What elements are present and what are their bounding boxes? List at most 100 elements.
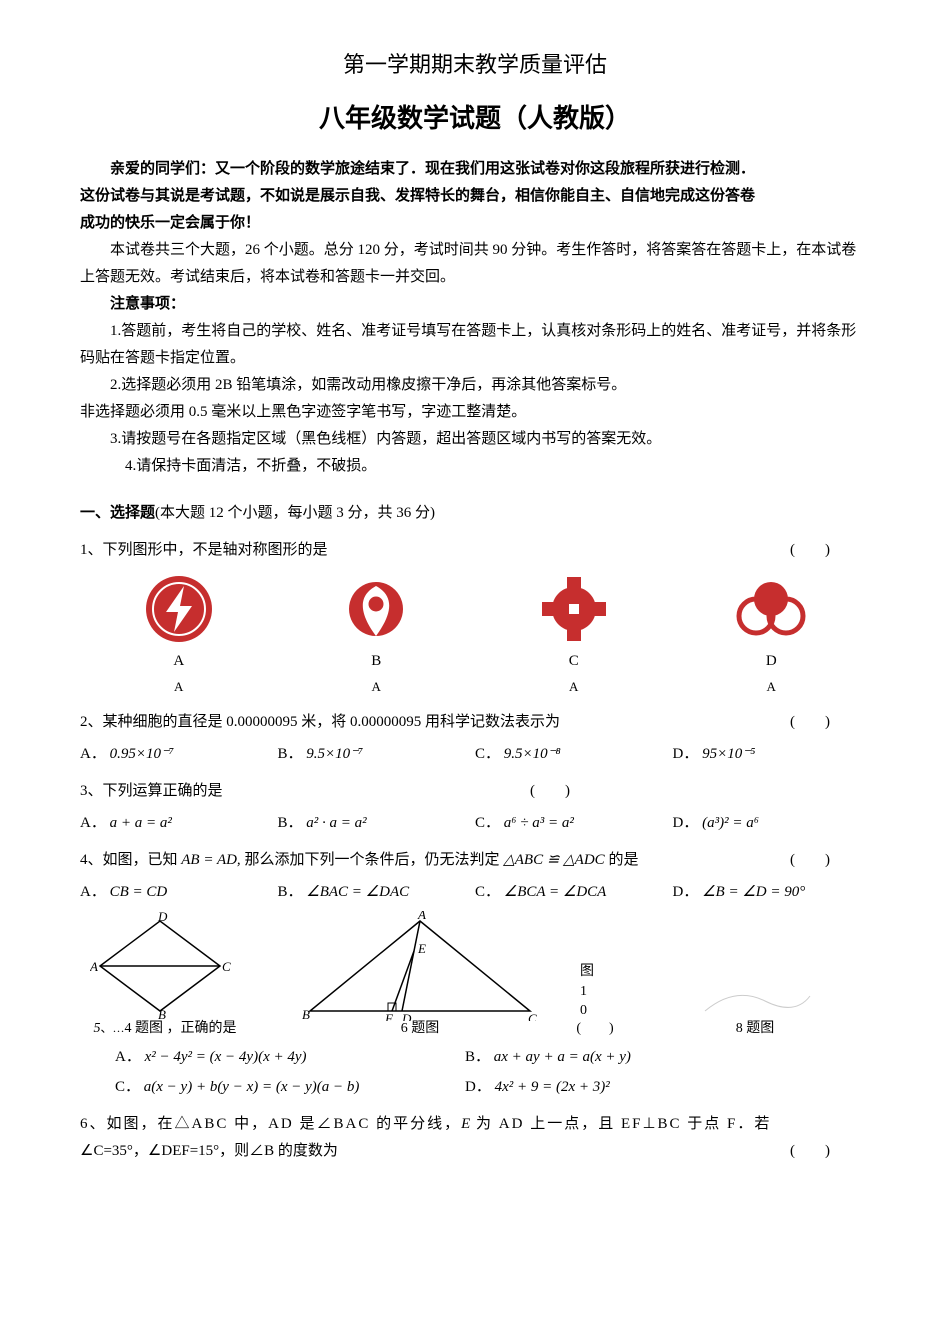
q4-opt-c: C． ∠BCA = ∠DCA — [475, 879, 673, 906]
q3-paren: ( ) — [530, 778, 570, 805]
q3-la: A． — [80, 815, 106, 831]
q1-paren: ( ) — [790, 537, 830, 564]
q2-d: 95×10⁻⁵ — [702, 746, 755, 762]
q1-sub-c: A — [475, 675, 673, 698]
figures-row: D A C B A E B F D C 图10 — [80, 911, 870, 1021]
notice-head: 注意事项： — [80, 291, 870, 318]
svg-text:A: A — [417, 911, 426, 922]
q2-ld: D． — [673, 746, 699, 762]
svg-text:E: E — [417, 941, 426, 956]
q4-d: ∠B = ∠D = 90° — [702, 884, 805, 900]
q5-d: 4x² + 9 = (2x + 3)² — [495, 1079, 610, 1095]
q2-b: 9.5×10⁻⁷ — [306, 746, 363, 762]
question-6-line1: 6、如图，在△ABC 中，AD 是∠BAC 的平分线，E 为 AD 上一点，且 … — [80, 1111, 870, 1138]
q4-ld: D． — [673, 884, 699, 900]
q2-opt-b: B． 9.5×10⁻⁷ — [278, 741, 476, 768]
q2-la: A． — [80, 746, 106, 762]
svg-text:C: C — [222, 959, 231, 974]
q1-sub-d: A — [673, 675, 871, 698]
q3-options: A． a + a = a² B． a² · a = a² C． a⁶ ÷ a³ … — [80, 810, 870, 837]
section-a-head: 一、选择题(本大题 12 个小题，每小题 3 分，共 36 分) — [80, 500, 870, 527]
q1-figure-row: A A B A C A D A — [80, 574, 870, 698]
q5-lb: B． — [465, 1049, 490, 1065]
q5-opt-a: A． x² − 4y² = (x − 4y)(x + 4y) — [115, 1044, 465, 1071]
three-circles-icon — [736, 574, 806, 644]
q5-la: A． — [115, 1049, 141, 1065]
q1-sub-a: A — [80, 675, 278, 698]
section-a-desc: (本大题 12 个小题，每小题 3 分，共 36 分) — [155, 505, 435, 521]
q4-opt-d: D． ∠B = ∠D = 90° — [673, 879, 871, 906]
figure-side-text: 图10 — [580, 962, 640, 1021]
q2-paren: ( ) — [790, 709, 830, 736]
notice-1: 1.答题前，考生将自己的学校、姓名、准考证号填写在答题卡上，认真核对条形码上的姓… — [80, 318, 870, 372]
exam-info: 本试卷共三个大题，26 个小题。总分 120 分，考试时间共 90 分钟。考生作… — [80, 237, 870, 291]
q4-a: CB = CD — [110, 884, 168, 900]
q4-eq: AB = AD, — [181, 852, 240, 868]
q2-c: 9.5×10⁻⁸ — [504, 746, 561, 762]
q6-e: E — [461, 1116, 470, 1132]
q4-opt-a: A． CB = CD — [80, 879, 278, 906]
caption-8: 8 题图 — [640, 1016, 870, 1041]
q3-text: 3、下列运算正确的是 — [80, 783, 223, 799]
q1-text: 1、下列图形中，不是轴对称图形的是 — [80, 542, 328, 558]
q1-logo-b: B A — [278, 574, 476, 698]
q3-c: a⁶ ÷ a³ = a² — [504, 815, 574, 831]
q3-ld: D． — [673, 815, 699, 831]
q5-lc: C． — [115, 1079, 140, 1095]
question-6-line2: ∠C=35°，∠DEF=15°，则∠B 的度数为 ( ) — [80, 1138, 870, 1165]
q6-paren: ( ) — [790, 1138, 830, 1165]
q5-a: x² − 4y² = (x − 4y)(x + 4y) — [145, 1049, 307, 1065]
q2-opt-c: C． 9.5×10⁻⁸ — [475, 741, 673, 768]
figure-6: A E B F D C — [290, 911, 550, 1021]
q1-logo-a: A A — [80, 574, 278, 698]
q4-options: A． CB = CD B． ∠BAC = ∠DAC C． ∠BCA = ∠DCA… — [80, 879, 870, 906]
figure-4: D A C B — [80, 911, 250, 1021]
q3-opt-d: D． (a³)² = a⁶ — [673, 810, 871, 837]
q2-text: 2、某种细胞的直径是 0.00000095 米，将 0.00000095 用科学… — [80, 714, 560, 730]
q5-ld: D． — [465, 1079, 491, 1095]
question-1: 1、下列图形中，不是轴对称图形的是 ( ) — [80, 537, 870, 564]
caption-row: 5、…4 题图 ，正确的是 6 题图 ( ) 8 题图 — [80, 1016, 870, 1041]
caption-4: 5、…4 题图 ，正确的是 — [80, 1016, 250, 1041]
q2-lc: C． — [475, 746, 500, 762]
q2-a: 0.95×10⁻⁷ — [110, 746, 175, 762]
intro-line-2: 这份试卷与其说是考试题，不如说是展示自我、发挥特长的舞台，相信你能自主、自信地完… — [80, 183, 870, 210]
figure-8-placeholder — [640, 981, 870, 1021]
notice-4: 4.请保持卡面清洁，不折叠，不破损。 — [80, 453, 870, 480]
q3-a: a + a = a² — [110, 815, 172, 831]
figcap-4-text: 4 题图 — [125, 1021, 164, 1036]
svg-text:D: D — [157, 911, 168, 924]
q6-line2: ∠C=35°，∠DEF=15°，则∠B 的度数为 — [80, 1143, 338, 1159]
question-4: 4、如图，已知 AB = AD, 那么添加下列一个条件后，仍无法判定 △ABC … — [80, 847, 870, 874]
q5-opt-b: B． ax + ay + a = a(x + y) — [465, 1044, 631, 1071]
q5-c: a(x − y) + b(y − x) = (x − y)(a − b) — [144, 1079, 360, 1095]
q4-stem2: 那么添加下列一个条件后，仍无法判定 — [241, 852, 504, 868]
intro-line-1: 亲爱的同学们：又一个阶段的数学旅途结束了．现在我们用这张试卷对你这段旅程所获进行… — [80, 156, 870, 183]
q6-text1: 6、如图，在△ABC 中，AD 是∠BAC 的平分线， — [80, 1116, 461, 1132]
q5-options-2: C． a(x − y) + b(y − x) = (x − y)(a − b) … — [80, 1074, 870, 1101]
section-a-title: 一、选择题 — [80, 505, 155, 521]
q1-sub-b: A — [278, 675, 476, 698]
q1-label-c: C — [475, 648, 673, 675]
question-2: 2、某种细胞的直径是 0.00000095 米，将 0.00000095 用科学… — [80, 709, 870, 736]
triangle-diagram-icon: A E B F D C — [300, 911, 540, 1021]
q3-lc: C． — [475, 815, 500, 831]
q4-lb: B． — [278, 884, 303, 900]
q1-label-b: B — [278, 648, 476, 675]
q4-lc: C． — [475, 884, 500, 900]
q4-paren: ( ) — [790, 847, 830, 874]
q2-opt-a: A． 0.95×10⁻⁷ — [80, 741, 278, 768]
q5-stem-partial: ，正确的是 — [167, 1021, 237, 1036]
notice-3: 3.请按题号在各题指定区域（黑色线框）内答题，超出答题区域内书写的答案无效。 — [80, 426, 870, 453]
page-title: 第一学期期末教学质量评估 — [80, 45, 870, 85]
q4-tri1: △ABC ≌ △ADC — [503, 852, 604, 868]
q3-opt-c: C． a⁶ ÷ a³ = a² — [475, 810, 673, 837]
q1-label-a: A — [80, 648, 278, 675]
q2-options: A． 0.95×10⁻⁷ B． 9.5×10⁻⁷ C． 9.5×10⁻⁸ D． … — [80, 741, 870, 768]
q5-opt-c: C． a(x − y) + b(y − x) = (x − y)(a − b) — [115, 1074, 465, 1101]
q2-lb: B． — [278, 746, 303, 762]
q4-opt-b: B． ∠BAC = ∠DAC — [278, 879, 476, 906]
q5-options-1: A． x² − 4y² = (x − 4y)(x + 4y) B． ax + a… — [80, 1044, 870, 1071]
q1-label-d: D — [673, 648, 871, 675]
intro-line-3: 成功的快乐一定会属于你！ — [80, 210, 870, 237]
